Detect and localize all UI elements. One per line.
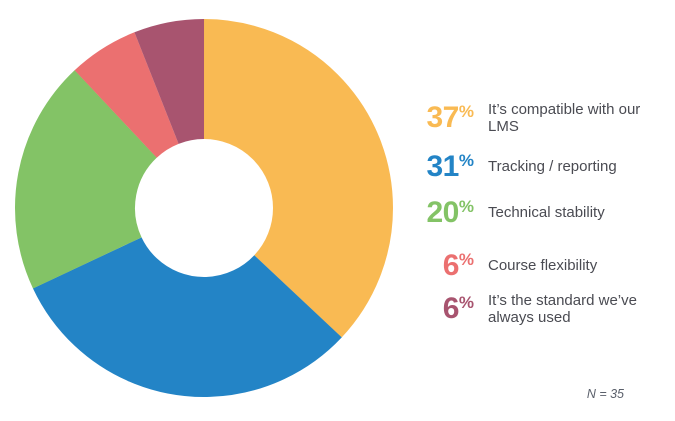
legend-percent-sign: %: [458, 250, 474, 269]
legend-item-0: 37% It’s compatible with our LMS: [424, 97, 656, 138]
legend-percent-value: 37: [426, 101, 460, 134]
legend-percent-value: 6: [442, 249, 460, 282]
legend-percent-value: 20: [426, 196, 460, 229]
legend-item-label: Course flexibility: [488, 257, 598, 274]
legend-percent: 31%: [424, 146, 475, 187]
legend-item-2: 20% Technical stability: [424, 192, 605, 233]
pie-slice-3: [15, 19, 393, 397]
legend-percent-sign: %: [458, 151, 474, 170]
legend-item-label: Tracking / reporting: [488, 158, 617, 175]
pie-slice-4: [15, 19, 393, 397]
legend-percent-sign: %: [458, 197, 474, 216]
legend-item-label: It’s compatible with our LMS: [488, 100, 641, 135]
legend-percent-value: 31: [426, 150, 460, 183]
legend-percent: 20%: [424, 192, 475, 233]
legend-item-3: 6% Course flexibility: [424, 245, 598, 286]
legend-item-label: It’s the standard we’ve always used: [488, 291, 637, 326]
pie-slice-1: [15, 19, 393, 397]
sample-size-note: N = 35: [586, 387, 624, 401]
legend-percent: 37%: [424, 97, 475, 138]
donut-chart: [15, 19, 393, 397]
legend-percent: 6%: [424, 288, 474, 329]
legend-item-1: 31% Tracking / reporting: [424, 146, 617, 187]
legend-item-4: 6% It’s the standard we’ve always used: [424, 288, 656, 329]
legend-percent-sign: %: [458, 102, 474, 121]
legend-percent-sign: %: [458, 293, 474, 312]
legend-percent: 6%: [424, 245, 474, 286]
legend-percent-value: 6: [442, 292, 460, 325]
legend-item-label: Technical stability: [488, 204, 605, 221]
